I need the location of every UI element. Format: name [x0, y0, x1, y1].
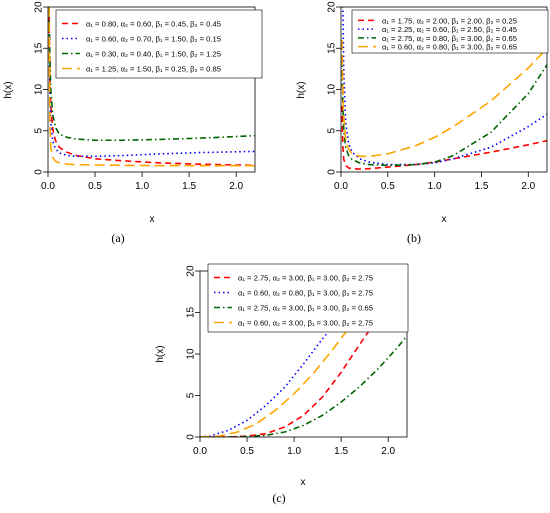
x-tick-label: 1.0	[135, 181, 149, 192]
legend-box	[55, 9, 263, 79]
x-tick-label: 0.0	[193, 446, 207, 457]
y-tick-label: 5	[327, 128, 338, 134]
y-tick-label: 0	[186, 434, 197, 440]
series-line-4	[200, 311, 366, 437]
x-tick-label: 0.5	[381, 181, 395, 192]
legend-entry: α₁ = 0.60, α₂ = 0.70, β₁ = 1.50, β₂ = 0.…	[86, 35, 221, 44]
x-tick-label: 0.0	[41, 181, 55, 192]
y-tick-label: 5	[34, 128, 45, 134]
legend-box	[351, 9, 549, 54]
y-tick-label: 20	[186, 265, 197, 277]
y-tick-label: 0	[327, 169, 338, 175]
panel-caption: (c)	[272, 491, 285, 505]
chart-panel-2: 0.0 0.5 1.0 1.5 2.0 0 5 10 15 20 x h(x) (b) α₁ = 1.75…	[296, 1, 549, 245]
y-tick-label: 5	[186, 392, 197, 398]
series-line-4	[341, 39, 547, 158]
x-tick-label: 1.0	[287, 446, 301, 457]
x-axis-label: x	[301, 477, 306, 488]
chart-panel-1: 0.0 0.5 1.0 1.5 2.0 0 5 10 15 20 x h(x) (a) α₁ = 0.80…	[3, 1, 263, 245]
y-tick-label: 15	[186, 307, 197, 319]
x-axis-label: x	[442, 214, 447, 225]
x-tick-label: 1.5	[182, 181, 196, 192]
legend-entry: α₁ = 0.30, α₂ = 0.40, β₁ = 1.50, β₂ = 1.…	[86, 50, 221, 59]
legend-entry: α₁ = 2.75, α₂ = 0.80, β₁ = 3.00, β₂ = 0.…	[382, 34, 517, 43]
y-tick-label: 10	[327, 84, 338, 96]
y-tick-label: 20	[327, 1, 338, 13]
x-tick-label: 1.0	[428, 181, 442, 192]
series-lines	[341, 7, 547, 170]
legend-entry: α₁ = 0.60, α₂ = 3.00, β₁ = 3.00, β₂ = 2.…	[238, 319, 373, 328]
y-axis-label: h(x)	[155, 345, 166, 362]
x-axis-label: x	[150, 214, 155, 225]
chart-panel-3: 0.0 0.5 1.0 1.5 2.0 0 5 10 15 20 x h(x) (c) α₁ = 2.75…	[155, 263, 409, 505]
x-tick-label: 2.0	[521, 181, 535, 192]
legend-entry: α₁ = 2.75, α₂ = 3.00, β₁ = 3.00, β₂ = 0.…	[238, 304, 373, 313]
panel-caption: (a)	[111, 231, 124, 245]
x-tick-label: 2.0	[381, 446, 395, 457]
x-tick-label: 1.5	[334, 446, 348, 457]
legend-entry: α₁ = 0.80, α₂ = 0.60, β₁ = 0.45, β₂ = 0.…	[86, 20, 221, 29]
x-tick-label: 0.0	[334, 181, 348, 192]
series-line-1	[200, 316, 380, 437]
y-tick-label: 0	[34, 169, 45, 175]
x-tick-label: 0.5	[88, 181, 102, 192]
y-tick-label: 20	[34, 1, 45, 13]
series-line-3	[48, 7, 255, 142]
y-axis-label: h(x)	[3, 81, 14, 98]
legend: α₁ = 1.75, α₂ = 2.00, β₁ = 2.00, β₂ = 0.…	[351, 9, 549, 54]
series-line-1	[341, 105, 547, 170]
legend-entry: α₁ = 2.25, α₂ = 0.60, β₁ = 2.50, β₂ = 0.…	[382, 25, 517, 34]
legend: α₁ = 0.80, α₂ = 0.60, β₁ = 0.45, β₂ = 0.…	[55, 9, 263, 79]
series-lines	[48, 7, 255, 167]
series-line-4	[48, 7, 255, 167]
series-line-3	[341, 56, 547, 167]
series-line-1	[48, 7, 255, 167]
series-line-3	[200, 335, 407, 437]
legend-entry: α₁ = 1.75, α₂ = 2.00, β₁ = 2.00, β₂ = 0.…	[382, 16, 517, 25]
x-tick-label: 1.5	[475, 181, 489, 192]
series-line-2	[341, 7, 547, 166]
y-tick-label: 15	[327, 42, 338, 54]
legend-entry: α₁ = 1.25, α₂ = 1.50, β₁ = 0.25, β₂ = 0.…	[86, 65, 221, 74]
legend: α₁ = 2.75, α₂ = 3.00, β₁ = 3.00, β₂ = 2.…	[207, 263, 409, 333]
y-tick-label: 15	[34, 42, 45, 54]
x-tick-label: 2.0	[229, 181, 243, 192]
legend-entry: α₁ = 2.75, α₂ = 3.00, β₁ = 3.00, β₂ = 2.…	[238, 274, 373, 283]
legend-box	[207, 263, 409, 333]
x-tick-label: 0.5	[240, 446, 254, 457]
y-axis-label: h(x)	[296, 81, 307, 98]
y-tick-label: 10	[186, 348, 197, 360]
legend-entry: α₁ = 0.60, α₂ = 0.80, β₁ = 3.00, β₂ = 2.…	[238, 289, 373, 298]
y-tick-label: 10	[34, 84, 45, 96]
panel-caption: (b)	[407, 231, 421, 245]
legend-entry: α₁ = 0.60, α₂ = 0.80, β₁ = 3.00, β₂ = 0.…	[382, 43, 517, 52]
